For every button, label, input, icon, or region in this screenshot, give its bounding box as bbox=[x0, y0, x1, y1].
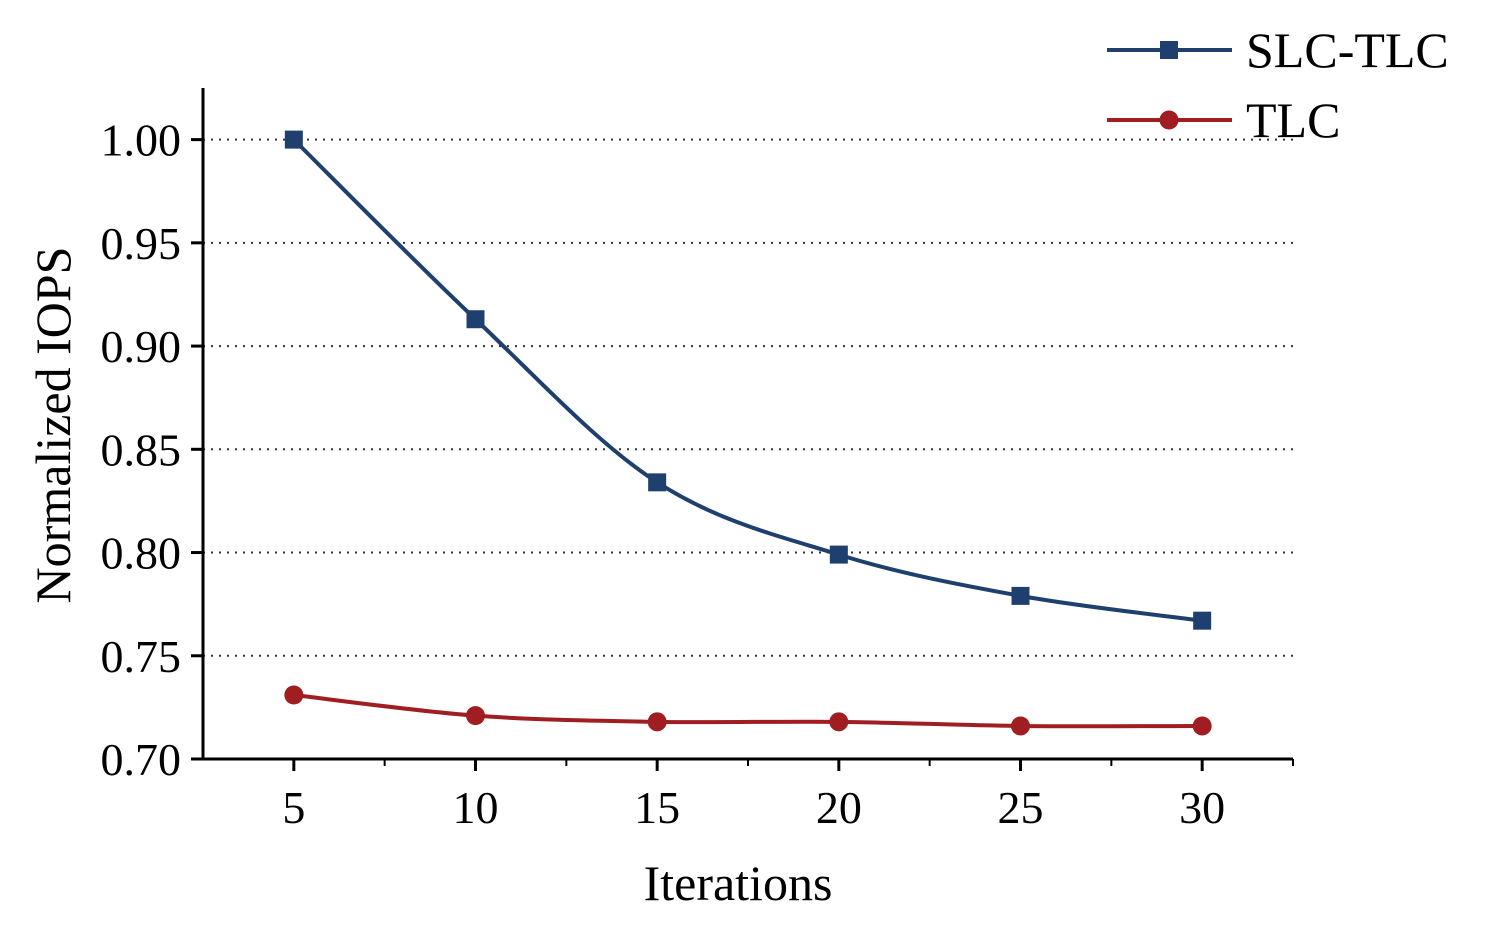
data-point-tlc bbox=[829, 712, 849, 732]
series-lines bbox=[284, 130, 1212, 736]
data-point-tlc bbox=[284, 685, 304, 705]
y-tick-label: 0.95 bbox=[101, 218, 182, 269]
legend-marker-tlc bbox=[1159, 110, 1179, 130]
y-tick-label: 0.85 bbox=[101, 424, 182, 475]
x-tick-label: 25 bbox=[998, 782, 1044, 833]
y-tick-label: 0.80 bbox=[101, 528, 182, 579]
x-tick-label: 5 bbox=[282, 782, 305, 833]
x-tick-label: 30 bbox=[1179, 782, 1225, 833]
data-point-slc-tlc bbox=[1193, 611, 1212, 630]
y-tick-label: 0.70 bbox=[101, 734, 182, 785]
data-point-slc-tlc bbox=[829, 545, 848, 564]
gridlines bbox=[203, 138, 1293, 657]
legend: SLC-TLC TLC bbox=[1107, 22, 1449, 148]
y-tick-label: 0.90 bbox=[101, 321, 182, 372]
legend-label-slc-tlc: SLC-TLC bbox=[1246, 22, 1449, 78]
series-line-tlc bbox=[293, 693, 1203, 729]
x-tick-label: 20 bbox=[816, 782, 862, 833]
x-tick-label: 15 bbox=[634, 782, 680, 833]
y-tick-label: 1.00 bbox=[101, 115, 182, 166]
data-point-tlc bbox=[466, 706, 485, 726]
data-point-tlc bbox=[1011, 716, 1030, 736]
y-axis-title: Normalized IOPS bbox=[25, 247, 81, 604]
x-axis-title: Iterations bbox=[644, 855, 833, 911]
data-point-tlc bbox=[1192, 716, 1212, 736]
data-point-slc-tlc bbox=[1011, 586, 1030, 605]
axes: 0.70 0.75 0.80 0.85 0.90 0.95 1.00 5 10 15 20 25 30 bbox=[101, 88, 1294, 833]
data-point-tlc bbox=[647, 712, 667, 732]
y-tick-label: 0.75 bbox=[101, 631, 182, 682]
data-point-slc-tlc bbox=[648, 473, 667, 492]
legend-marker-slc-tlc bbox=[1160, 41, 1178, 59]
x-tick-label: 10 bbox=[453, 782, 499, 833]
legend-label-tlc: TLC bbox=[1246, 92, 1340, 148]
data-point-slc-tlc bbox=[466, 310, 485, 329]
data-point-slc-tlc bbox=[284, 130, 303, 149]
series-line-slc-tlc bbox=[292, 138, 1203, 623]
